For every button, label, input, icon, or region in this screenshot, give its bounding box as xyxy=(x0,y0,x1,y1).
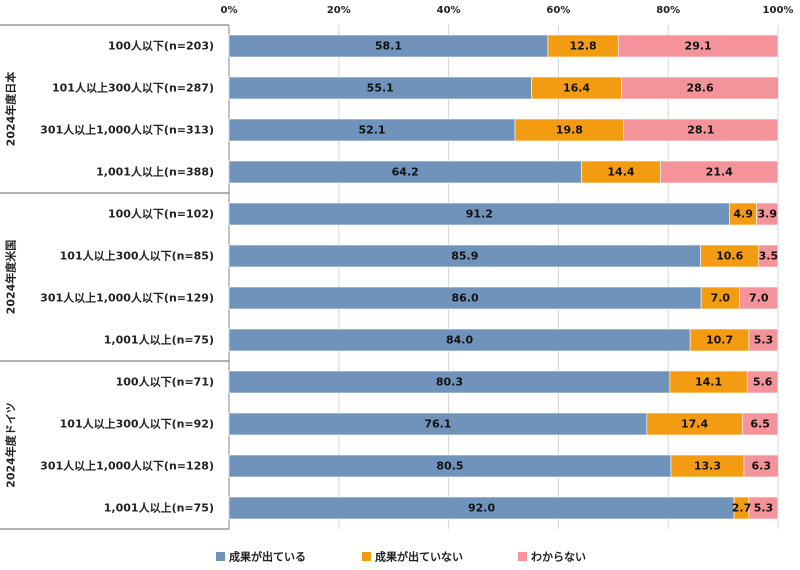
legend-swatch xyxy=(362,552,371,561)
legend-label: わからない xyxy=(531,551,586,564)
data-label: 80.3 xyxy=(436,376,463,389)
data-label: 84.0 xyxy=(446,334,473,347)
data-label: 14.1 xyxy=(695,376,722,389)
data-label: 10.7 xyxy=(706,334,733,347)
data-label: 10.6 xyxy=(716,250,743,263)
data-label: 5.3 xyxy=(754,502,774,515)
data-label: 3.9 xyxy=(758,208,778,221)
data-label: 64.2 xyxy=(392,166,419,179)
gridlines xyxy=(228,25,779,529)
data-label: 86.0 xyxy=(451,292,478,305)
data-label: 7.0 xyxy=(711,292,731,305)
group-label: 2024年度ドイツ xyxy=(4,402,18,488)
legend-label: 成果が出ている xyxy=(229,550,306,564)
legend-label: 成果が出ていない xyxy=(375,550,463,564)
data-labels: 58.1 12.8 29.1 55.1 16.4 28.6 52.1 19.8 28.1 64.2… xyxy=(358,40,778,515)
category-label: 1,001人以上(n=388) xyxy=(96,165,214,179)
data-label: 28.6 xyxy=(686,82,713,95)
bar-segment xyxy=(748,328,779,352)
data-label: 58.1 xyxy=(375,40,402,53)
data-label: 6.5 xyxy=(750,418,770,431)
data-label: 92.0 xyxy=(468,502,495,515)
category-label: 301人以上1,000人以下(n=128) xyxy=(40,459,214,473)
bars xyxy=(228,34,779,520)
bar-segment xyxy=(743,454,779,478)
data-label: 12.8 xyxy=(570,40,597,53)
x-tick-label: 20% xyxy=(327,5,351,16)
category-label: 1,001人以上(n=75) xyxy=(104,333,214,347)
category-label: 101人以上300人以下(n=287) xyxy=(52,81,214,95)
data-label: 5.6 xyxy=(753,376,773,389)
data-label: 4.9 xyxy=(733,208,753,221)
data-label: 29.1 xyxy=(685,40,712,53)
category-label: 100人以下(n=203) xyxy=(108,39,214,53)
x-tick-label: 0% xyxy=(221,5,238,16)
x-tick-label: 100% xyxy=(763,5,794,16)
data-label: 19.8 xyxy=(556,124,583,137)
category-label: 301人以上1,000人以下(n=129) xyxy=(40,291,214,305)
data-label: 52.1 xyxy=(358,124,385,137)
data-label: 5.3 xyxy=(754,334,774,347)
bar-segment xyxy=(758,244,779,268)
x-tick-label: 80% xyxy=(656,5,680,16)
data-label: 3.5 xyxy=(759,250,779,263)
bar-segment xyxy=(746,370,779,394)
data-label: 14.4 xyxy=(607,166,634,179)
legend-swatch xyxy=(518,552,527,561)
data-label: 76.1 xyxy=(424,418,451,431)
x-tick-label: 60% xyxy=(546,5,570,16)
data-label: 28.1 xyxy=(687,124,714,137)
category-label: 301人以上1,000人以下(n=313) xyxy=(40,123,214,137)
data-label: 55.1 xyxy=(367,82,394,95)
data-label: 17.4 xyxy=(681,418,708,431)
x-tick-label: 40% xyxy=(437,5,461,16)
data-label: 16.4 xyxy=(563,82,590,95)
bar-segment xyxy=(660,160,779,184)
bar-segment xyxy=(623,118,779,142)
category-label: 101人以上300人以下(n=92) xyxy=(60,417,214,431)
bar-segment xyxy=(742,412,779,436)
data-label: 85.9 xyxy=(451,250,478,263)
data-label: 6.3 xyxy=(752,460,772,473)
group-label: 2024年度米国 xyxy=(4,240,18,315)
data-label: 7.0 xyxy=(749,292,769,305)
bar-segment xyxy=(617,34,779,58)
category-labels: 100人以下(n=203) 101人以上300人以下(n=287) 301人以上1,… xyxy=(40,39,214,515)
legend-swatch xyxy=(216,552,225,561)
group-label: 2024年度日本 xyxy=(4,72,18,147)
x-axis-ticks: 0% 20% 40% 60% 80% 100% xyxy=(221,5,794,16)
bar-segment xyxy=(739,286,779,310)
legend: 成果が出ている 成果が出ていない わからない xyxy=(216,550,586,564)
bar-segment xyxy=(748,496,779,520)
group-labels: 2024年度日本 2024年度米国 2024年度ドイツ xyxy=(0,24,229,530)
data-label: 91.2 xyxy=(466,208,493,221)
data-label: 13.3 xyxy=(694,460,721,473)
category-label: 100人以下(n=71) xyxy=(116,375,214,389)
category-label: 100人以下(n=102) xyxy=(108,207,214,221)
data-label: 2.7 xyxy=(732,502,752,515)
data-label: 21.4 xyxy=(706,166,733,179)
bar-segment xyxy=(621,76,779,100)
bar-segment xyxy=(756,202,779,226)
data-label: 80.5 xyxy=(436,460,463,473)
category-label: 101人以上300人以下(n=85) xyxy=(60,249,214,263)
category-label: 1,001人以上(n=75) xyxy=(104,501,214,515)
